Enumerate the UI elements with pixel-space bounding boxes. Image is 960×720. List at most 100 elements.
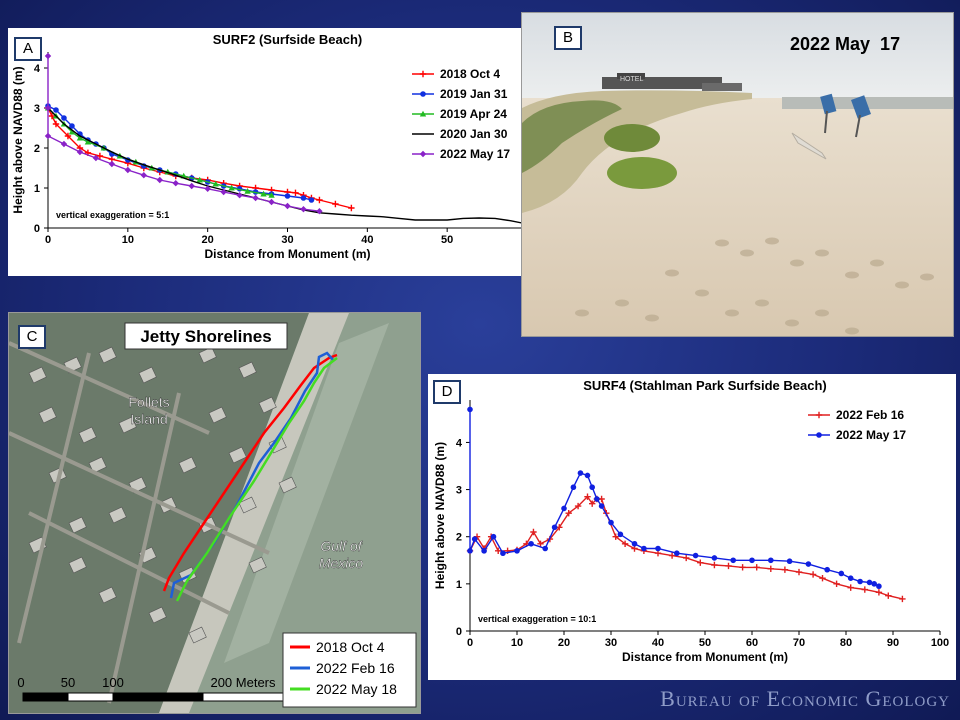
- footprint: [575, 309, 589, 317]
- legend-entry: 2022 Feb 16: [808, 408, 904, 422]
- data-point: [753, 564, 760, 571]
- data-point: [308, 197, 315, 203]
- x-tick-label: 40: [361, 234, 373, 246]
- legend-label: 2019 Apr 24: [440, 107, 507, 121]
- x-tick-label: 10: [122, 234, 134, 246]
- footprint: [755, 299, 769, 307]
- footprint: [815, 249, 829, 257]
- data-point: [300, 195, 307, 201]
- panel-b-letter: B: [554, 26, 582, 50]
- house: [138, 366, 157, 384]
- data-point: [44, 132, 52, 140]
- data-point: [268, 198, 275, 206]
- data-point: [598, 503, 605, 509]
- series-2018-oct-4: [44, 104, 355, 212]
- house: [38, 406, 57, 424]
- chart-d: SURF4 (Stahlman Park Surfside Beach)0 10 2…: [433, 378, 949, 664]
- data-point: [866, 579, 873, 586]
- house: [238, 496, 257, 514]
- data-point: [786, 558, 793, 565]
- data-point: [711, 555, 718, 561]
- data-point: [577, 470, 584, 476]
- series-line: [47, 56, 320, 212]
- data-point: [847, 584, 854, 591]
- data-point: [244, 188, 251, 194]
- legend-label: 2022 Feb 16: [316, 660, 395, 676]
- data-point: [228, 184, 235, 191]
- data-point: [140, 172, 147, 179]
- x-tick-label: 0: [45, 234, 51, 246]
- legend-box: [282, 632, 417, 708]
- legend-marker: [420, 91, 426, 97]
- place-label: Follets Island: [128, 394, 169, 427]
- panel-a-letter: A: [14, 37, 42, 61]
- house: [98, 586, 117, 604]
- house: [68, 516, 87, 534]
- x-tick-label: 90: [887, 637, 899, 649]
- data-point: [284, 193, 291, 199]
- data-point: [833, 580, 840, 588]
- x-axis-label: Distance from Monument (m): [622, 650, 788, 664]
- data-point: [767, 565, 774, 572]
- data-point: [196, 176, 203, 183]
- data-point: [490, 533, 497, 540]
- data-point: [655, 545, 661, 552]
- data-point: [300, 206, 307, 213]
- house: [148, 606, 167, 624]
- data-point: [467, 406, 473, 413]
- data-point: [838, 570, 845, 577]
- shoreline-map: Jetty Shorelines Follets Island Gulf of Me…: [9, 313, 420, 713]
- legend-entry: 2020 Jan 30: [412, 127, 508, 141]
- legend-marker: [816, 432, 822, 438]
- data-point: [96, 152, 104, 160]
- y-tick-label: 4: [34, 63, 41, 75]
- panel-c-letter: C: [18, 325, 46, 349]
- data-point: [899, 595, 906, 603]
- x-tick-label: 100: [931, 637, 949, 649]
- scale-segment: [202, 692, 294, 702]
- data-point: [617, 531, 624, 538]
- legend-label: 2022 May 18: [316, 681, 397, 697]
- legend-marker: [419, 150, 427, 158]
- data-point: [584, 493, 591, 500]
- water-label: Gulf of Mexico: [319, 538, 364, 571]
- data-point: [471, 536, 478, 542]
- data-point: [64, 132, 72, 140]
- data-point: [220, 188, 227, 196]
- legend-marker: [815, 411, 823, 419]
- data-point: [608, 519, 614, 526]
- x-tick-label: 30: [281, 234, 293, 246]
- data-point: [674, 550, 680, 557]
- y-tick-label: 2: [34, 143, 40, 155]
- data-point: [92, 154, 100, 162]
- legend-entry: 2022 May 17: [412, 147, 510, 161]
- data-point: [875, 589, 883, 596]
- footprint: [765, 237, 779, 245]
- footer-logo-text: Bureau of Economic Geology: [660, 686, 950, 711]
- footprint: [615, 299, 629, 307]
- data-point: [316, 196, 323, 204]
- data-point: [84, 138, 92, 145]
- data-point: [871, 581, 877, 587]
- x-tick-label: 60: [746, 637, 758, 649]
- data-point: [124, 166, 132, 174]
- house: [238, 361, 257, 379]
- house: [278, 476, 297, 494]
- map-title-box: [124, 322, 288, 350]
- legend-label: 2022 Feb 16: [836, 408, 904, 422]
- footprints: [575, 237, 934, 335]
- data-point: [108, 160, 116, 168]
- y-tick-label: 0: [456, 626, 462, 638]
- footprint: [870, 259, 884, 267]
- y-axis-label: Height above NAVD88 (m): [11, 66, 25, 213]
- house: [228, 446, 247, 464]
- house: [258, 396, 277, 414]
- photo-date: 2022 May 17: [790, 34, 900, 54]
- data-point: [212, 180, 219, 187]
- data-point: [781, 566, 789, 573]
- footprint: [920, 273, 934, 281]
- data-point: [53, 107, 59, 113]
- roads: [9, 341, 270, 704]
- shoreline-2022-may-18: [175, 357, 338, 602]
- series-2022-feb-16: [466, 493, 906, 603]
